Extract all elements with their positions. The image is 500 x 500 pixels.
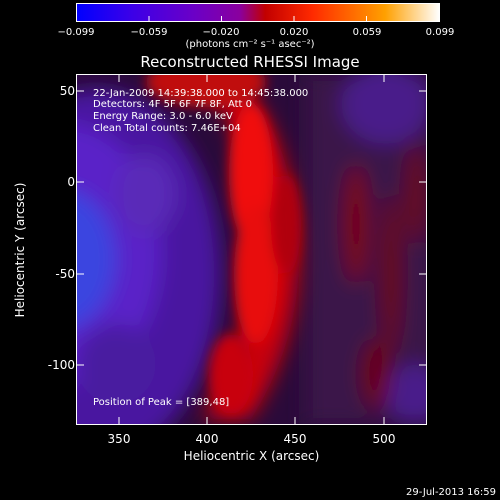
rhessi-image <box>76 74 427 425</box>
colorbar-tick-label: −0.099 <box>57 27 95 38</box>
info-line: Clean Total counts: 7.46E+04 <box>93 123 241 134</box>
info-line: 22-Jan-2009 14:39:38.000 to 14:45:38.000 <box>93 88 309 99</box>
y-tick-label: 50 <box>59 84 75 98</box>
colorbar-tick-label: 0.099 <box>425 27 455 38</box>
colorbar <box>76 3 440 22</box>
y-tick-label: -100 <box>47 358 75 372</box>
x-tick-label: 450 <box>283 432 307 446</box>
colorbar-tick-label: 0.020 <box>279 27 309 38</box>
info-line: Energy Range: 3.0 - 6.0 keV <box>93 111 233 122</box>
info-line: Detectors: 4F 5F 6F 7F 8F, Att 0 <box>93 99 253 110</box>
x-tick-label: 500 <box>372 432 396 446</box>
x-tick-label: 400 <box>195 432 219 446</box>
y-tick-label: -50 <box>55 267 75 281</box>
y-tick-label: 0 <box>67 175 75 189</box>
colorbar-tick-label: 0.059 <box>352 27 382 38</box>
peak-position: Position of Peak = [389,48] <box>93 397 230 408</box>
colorbar-tick-label: −0.020 <box>202 27 240 38</box>
y-axis-label: Heliocentric Y (arcsec) <box>13 182 27 318</box>
x-tick-label: 350 <box>107 432 131 446</box>
colorbar-units: (photons cm⁻² s⁻¹ asec⁻²) <box>185 39 315 50</box>
image-title: Reconstructed RHESSI Image <box>140 53 360 71</box>
timestamp-footer: 29-Jul-2013 16:59 <box>405 487 496 498</box>
x-axis-label: Heliocentric X (arcsec) <box>183 449 320 463</box>
colorbar-tick-label: −0.059 <box>130 27 168 38</box>
